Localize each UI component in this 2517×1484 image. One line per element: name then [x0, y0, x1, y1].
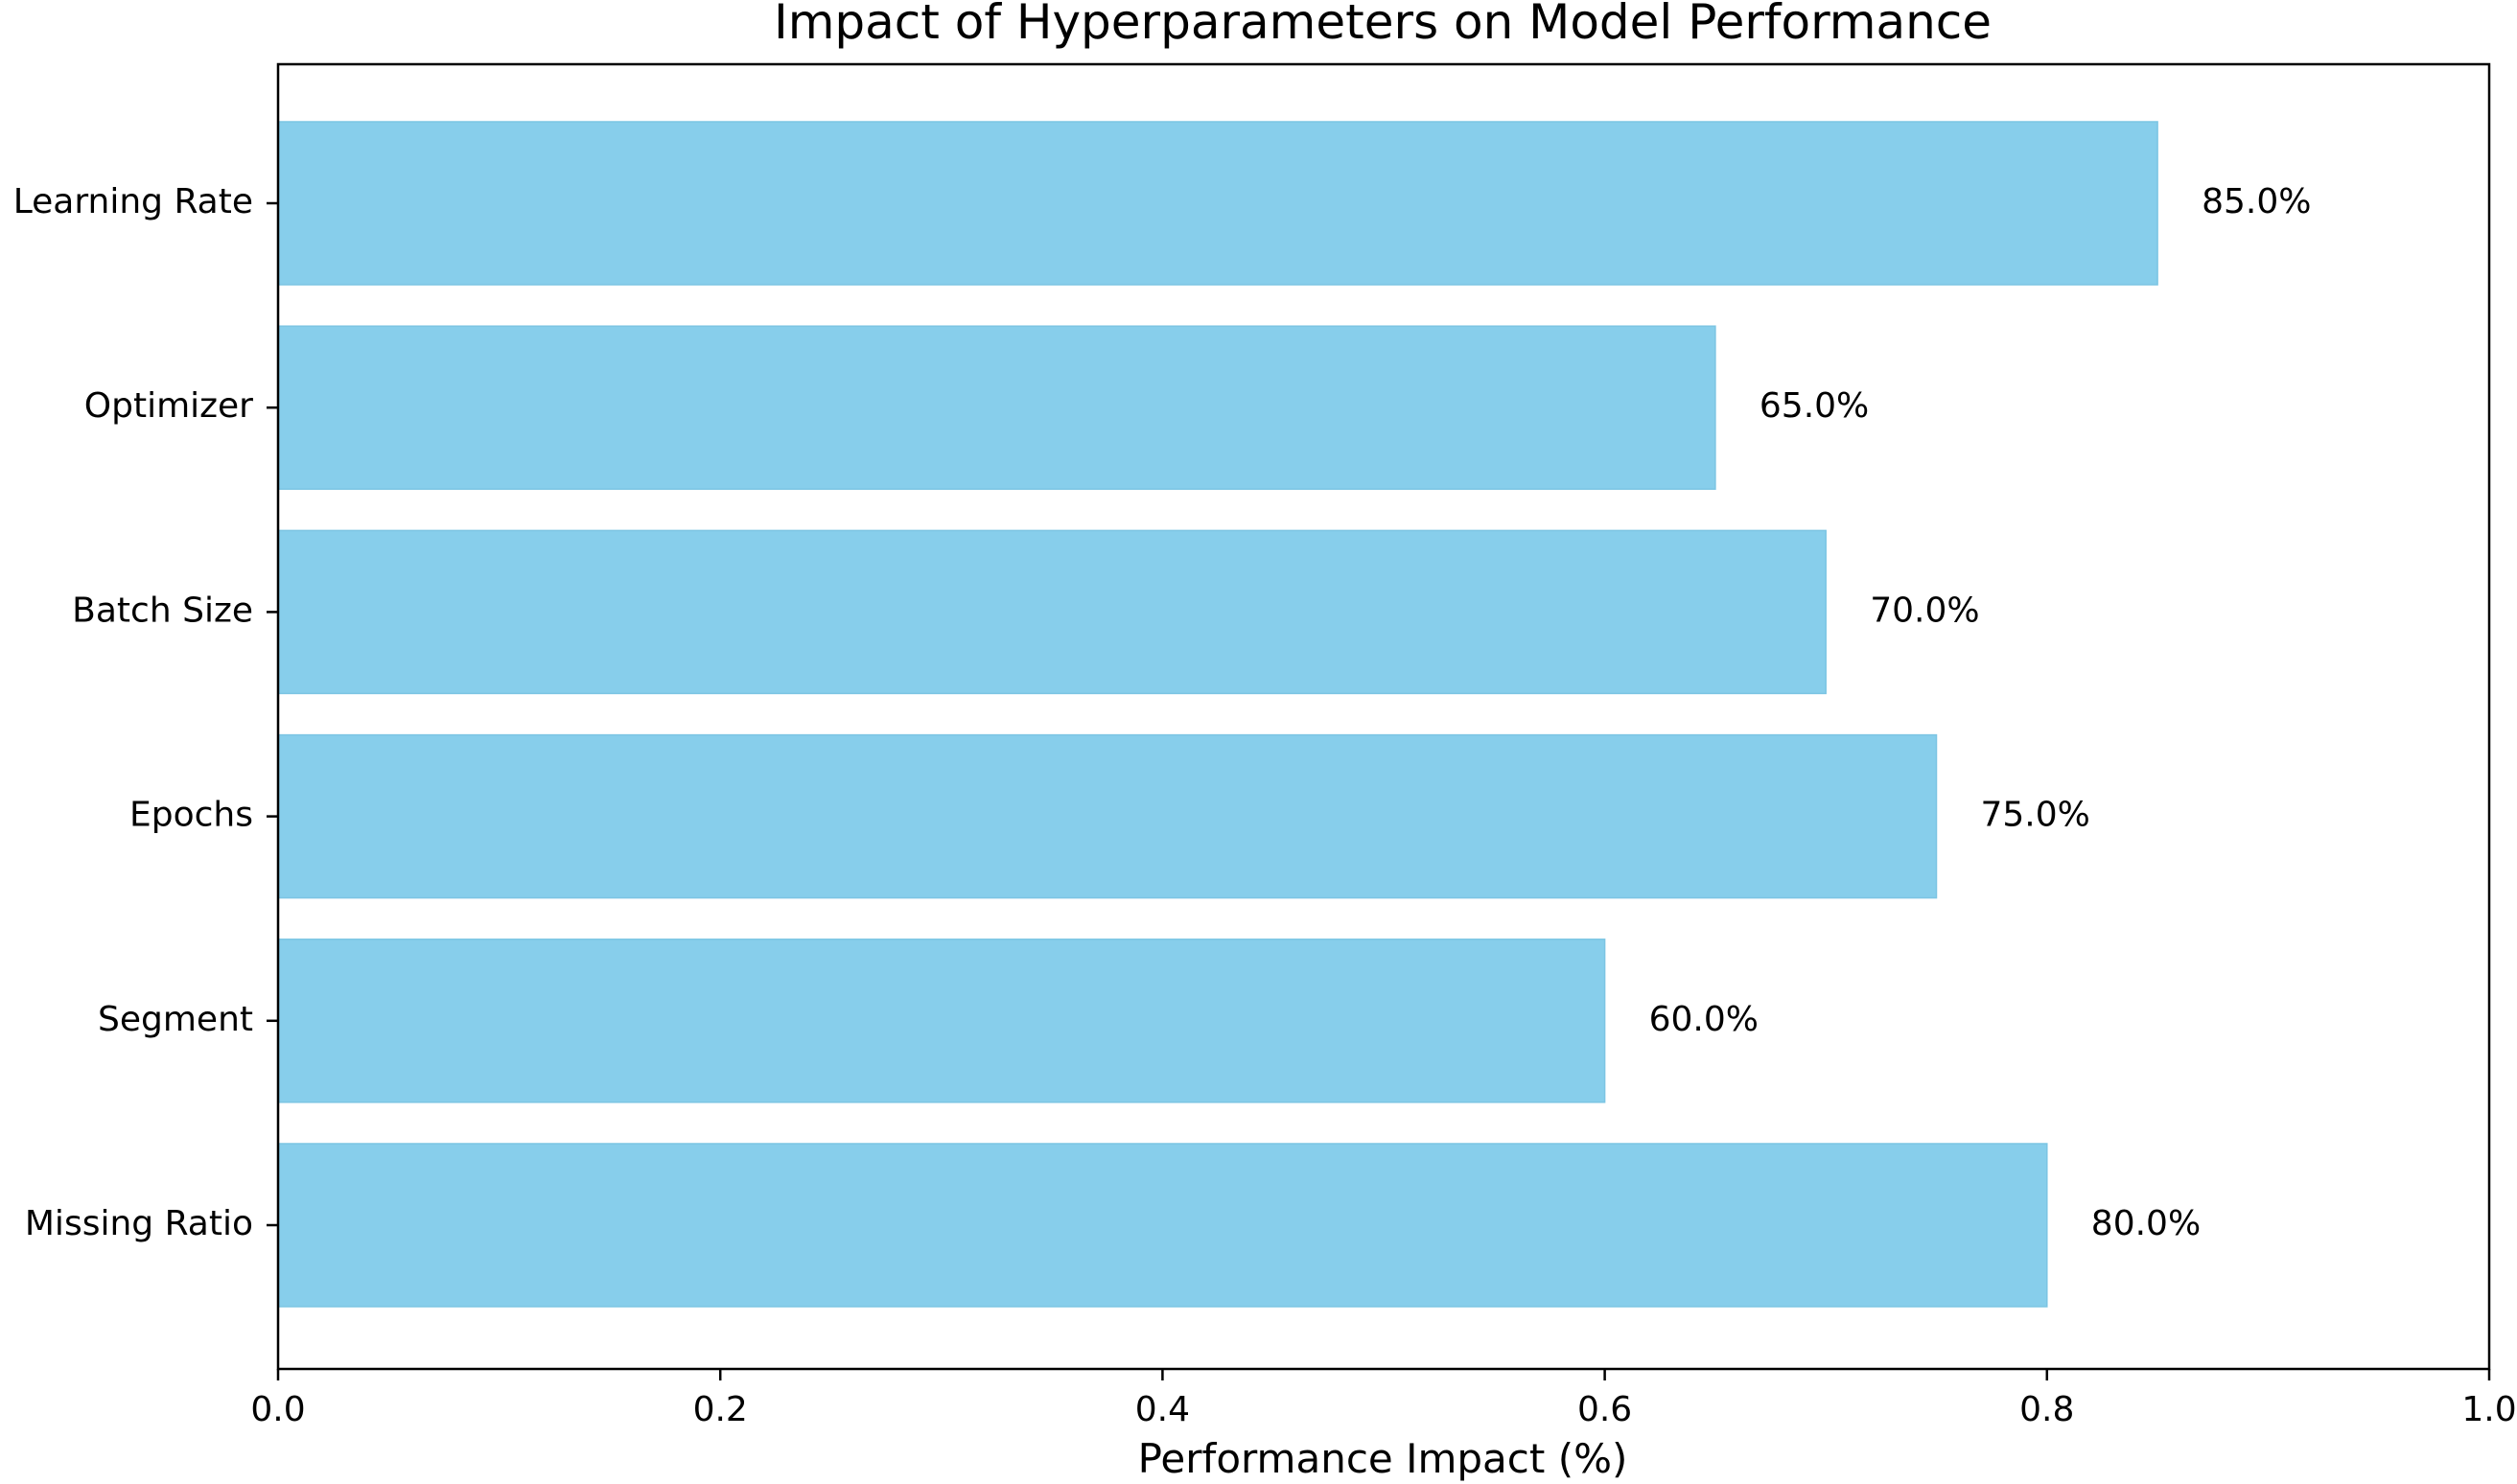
plot-frame	[276, 62, 2491, 1371]
x-axis-label: Performance Impact (%)	[1138, 1435, 1628, 1482]
data-label: 85.0%	[2202, 182, 2311, 221]
data-labels-group: 85.0% 65.0% 70.0% 75.0% 60.0% 80.0%	[1649, 182, 2312, 1243]
y-tick-label: Optimizer	[84, 386, 253, 426]
y-axis-ticks: Learning Rate Optimizer Batch Size Epochs Se…	[13, 182, 278, 1243]
bar	[277, 121, 2158, 286]
x-tick-label: 1.0	[2461, 1390, 2516, 1429]
data-label: 80.0%	[2091, 1204, 2201, 1243]
y-tick-label: Epochs	[129, 796, 253, 835]
chart-title: Impact of Hyperparameters on Model Perfo…	[774, 0, 1992, 50]
x-tick-label: 0.4	[1135, 1390, 1190, 1429]
bar	[277, 733, 1938, 899]
data-label: 65.0%	[1760, 386, 1869, 426]
x-tick-label: 0.6	[1577, 1390, 1632, 1429]
x-tick-label: 0.8	[2019, 1390, 2074, 1429]
x-tick-label: 0.0	[250, 1390, 305, 1429]
y-tick-label: Segment	[98, 1000, 253, 1039]
bar	[277, 939, 1606, 1103]
data-label: 75.0%	[1981, 796, 2090, 835]
x-axis-ticks: 0.0 0.2 0.4 0.6 0.8 1.0	[250, 1369, 2517, 1429]
bar	[277, 1143, 2048, 1308]
y-tick-label: Batch Size	[72, 591, 253, 630]
bar	[277, 529, 1827, 695]
data-label: 60.0%	[1649, 1000, 1759, 1039]
bar	[277, 325, 1716, 490]
y-tick-label: Learning Rate	[13, 182, 253, 221]
x-tick-label: 0.2	[693, 1390, 748, 1429]
data-label: 70.0%	[1870, 591, 1979, 630]
bars-group	[277, 121, 2158, 1308]
y-tick-label: Missing Ratio	[25, 1204, 253, 1243]
